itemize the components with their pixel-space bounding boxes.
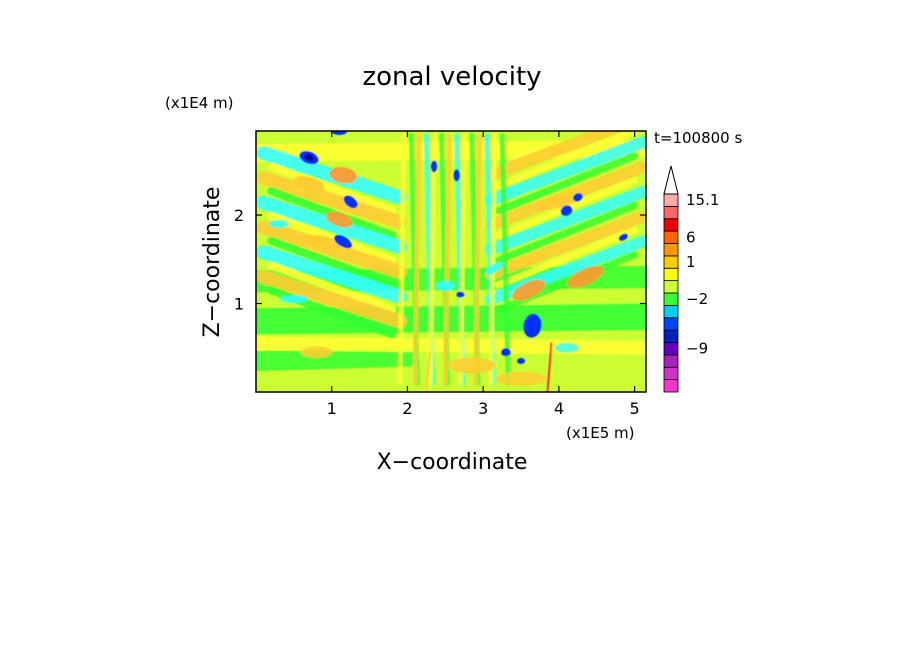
- x-scale-label: (x1E5 m): [566, 424, 635, 442]
- y-axis: 12: [234, 206, 646, 314]
- field-band: [499, 132, 511, 386]
- colorbar-swatch-8: [663, 280, 679, 294]
- field-band: [484, 131, 625, 182]
- field-band: [442, 132, 452, 386]
- field-blob: [430, 160, 437, 173]
- field-band: [256, 336, 646, 355]
- y-axis-label: Z−coordinate: [200, 187, 225, 338]
- colorbar-swatch-3: [663, 342, 679, 356]
- field-blob: [300, 346, 333, 359]
- field-blob: [329, 166, 357, 184]
- field-blob: [495, 371, 548, 386]
- field-blob: [523, 313, 542, 338]
- field-blob: [618, 233, 628, 241]
- field-band: [494, 226, 639, 289]
- field-blob: [453, 169, 460, 182]
- colorbar-swatch-1: [663, 366, 679, 381]
- x-tick-label-2: 3: [478, 399, 488, 418]
- field-band: [427, 132, 437, 386]
- x-tick-label-1: 2: [402, 399, 412, 418]
- colorbar-label-0: 15.1: [686, 191, 719, 209]
- contour-field: [256, 131, 646, 392]
- field-band: [256, 245, 407, 304]
- field-band: [256, 269, 407, 329]
- field-blob: [517, 358, 526, 365]
- field-band: [256, 346, 418, 372]
- field-blob: [334, 234, 353, 249]
- field-band: [484, 136, 646, 207]
- field-blob: [573, 193, 583, 202]
- field-blob: [293, 176, 325, 193]
- colorbar-label-1: 6: [686, 228, 696, 246]
- field-band: [494, 152, 639, 215]
- colorbar-label-3: −2: [686, 290, 708, 308]
- field-band: [267, 211, 397, 265]
- field-band: [397, 132, 407, 386]
- field-band: [546, 342, 553, 392]
- field-band: [457, 132, 467, 386]
- field-blob: [268, 219, 289, 228]
- field-band: [484, 186, 646, 256]
- field-blob: [447, 357, 496, 374]
- field-band: [267, 236, 397, 289]
- colorbar-swatch-6: [663, 304, 679, 319]
- field-blob: [331, 131, 348, 135]
- colorbar-swatch-0: [663, 379, 679, 393]
- colorbar: 15.1 6 1 −2 −9: [663, 165, 719, 393]
- y-tick-label-0: 1: [234, 295, 244, 314]
- colorbar-swatch-12: [663, 230, 679, 244]
- field-band: [473, 132, 482, 386]
- field-blob: [554, 342, 579, 353]
- colorbar-label-4: −9: [686, 340, 708, 358]
- time-label: t=100800 s: [654, 129, 742, 147]
- field-band: [267, 162, 397, 215]
- field-band: [267, 261, 397, 314]
- x-axis: 1 2 3 4 5: [327, 131, 640, 418]
- field-band: [256, 303, 646, 335]
- field-blob: [300, 234, 341, 249]
- field-blob: [343, 195, 358, 209]
- x-tick-label-3: 4: [554, 399, 564, 418]
- colorbar-swatch-11: [663, 243, 679, 257]
- field-band: [412, 132, 422, 386]
- x-axis-label: X−coordinate: [377, 450, 528, 475]
- colorbar-label-2: 1: [686, 253, 696, 271]
- x-tick-label-4: 5: [630, 399, 640, 418]
- colorbar-swatch-13: [663, 218, 679, 232]
- field-blob: [560, 205, 573, 216]
- field-band: [494, 201, 639, 264]
- field-blob: [537, 193, 581, 210]
- y-scale-label: (x1E4 m): [165, 94, 234, 112]
- field-blob: [511, 279, 546, 301]
- field-blob: [435, 280, 456, 291]
- field-band: [484, 210, 646, 281]
- field-blob: [566, 265, 604, 289]
- field-band: [494, 131, 639, 190]
- colorbar-swatch-5: [663, 317, 679, 331]
- colorbar-swatch-7: [663, 292, 679, 306]
- colorbar-swatch-4: [663, 329, 679, 343]
- field-blob: [500, 348, 511, 357]
- field-blob: [325, 211, 353, 228]
- field-blob: [304, 154, 314, 161]
- x-tick-label-0: 1: [327, 399, 337, 418]
- colorbar-swatch-9: [663, 267, 679, 282]
- chart-title: zonal velocity: [362, 62, 541, 92]
- field-blob: [485, 262, 504, 275]
- colorbar-swatch-10: [663, 255, 679, 269]
- field-band: [256, 195, 407, 254]
- y-tick-label-1: 2: [234, 206, 244, 225]
- colorbar-swatch-2: [663, 354, 679, 368]
- field-blob: [456, 291, 465, 298]
- field-blob: [279, 295, 308, 304]
- field-band: [425, 351, 432, 392]
- field-band: [256, 170, 407, 230]
- field-band: [488, 132, 498, 386]
- field-band: [256, 220, 407, 279]
- colorbar-swatch-15: [663, 193, 679, 207]
- plot-frame: [255, 130, 647, 393]
- colorbar-swatch-14: [663, 205, 679, 220]
- colorbar-extend-arrow: [663, 165, 679, 195]
